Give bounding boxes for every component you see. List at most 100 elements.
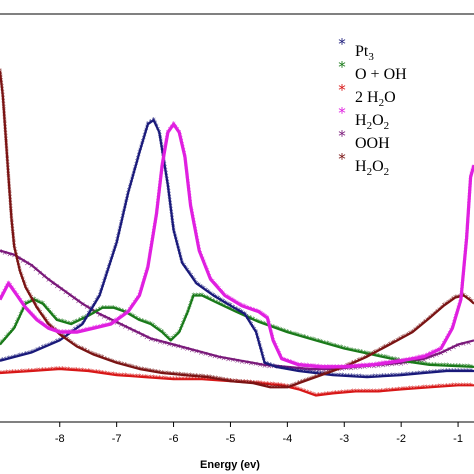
data-point: * bbox=[422, 384, 426, 393]
data-point: * bbox=[240, 308, 244, 317]
data-point: × bbox=[67, 292, 73, 300]
data-point: * bbox=[442, 302, 446, 311]
data-point: * bbox=[405, 385, 409, 394]
data-point: * bbox=[163, 143, 167, 152]
data-point: * bbox=[124, 310, 128, 319]
data-point: * bbox=[68, 337, 72, 346]
data-point: * bbox=[13, 246, 17, 255]
data-point: × bbox=[135, 329, 141, 337]
data-point: * bbox=[6, 167, 10, 176]
data-point: × bbox=[385, 361, 391, 369]
data-point: * bbox=[46, 320, 50, 329]
data-point: * bbox=[149, 367, 153, 376]
data-point: * bbox=[428, 369, 432, 378]
data-point: * bbox=[8, 282, 12, 291]
data-point: * bbox=[183, 156, 187, 165]
data-point: * bbox=[297, 379, 301, 388]
data-point: * bbox=[246, 315, 250, 324]
data-point: * bbox=[354, 362, 358, 371]
data-point: * bbox=[283, 364, 287, 373]
data-point: * bbox=[300, 378, 304, 387]
data-point: * bbox=[428, 350, 432, 359]
data-point: * bbox=[44, 343, 48, 352]
data-point: * bbox=[223, 292, 227, 301]
data-point: * bbox=[114, 317, 118, 326]
data-point: × bbox=[7, 250, 13, 258]
data-point: * bbox=[440, 304, 444, 313]
data-point: * bbox=[115, 305, 119, 314]
data-point: * bbox=[462, 265, 466, 274]
data-point: * bbox=[24, 283, 28, 292]
data-point: * bbox=[402, 356, 406, 365]
data-point: * bbox=[149, 242, 153, 251]
data-point: * bbox=[204, 286, 208, 295]
data-point: * bbox=[165, 131, 169, 140]
data-point: * bbox=[413, 354, 417, 363]
data-point: * bbox=[157, 189, 161, 198]
data-point: * bbox=[18, 352, 22, 361]
data-point: × bbox=[62, 288, 68, 296]
data-point: * bbox=[2, 106, 6, 115]
data-point: * bbox=[179, 253, 183, 262]
data-point: * bbox=[418, 322, 422, 331]
data-point: × bbox=[348, 364, 354, 372]
data-point: * bbox=[317, 337, 321, 346]
data-point: * bbox=[161, 158, 165, 167]
data-point: × bbox=[403, 359, 409, 367]
data-point: * bbox=[294, 360, 298, 369]
data-point: * bbox=[334, 342, 338, 351]
data-point: * bbox=[156, 325, 160, 334]
data-point: * bbox=[325, 340, 329, 349]
data-point: * bbox=[300, 367, 304, 376]
data-point: * bbox=[437, 306, 441, 315]
data-point: * bbox=[135, 373, 139, 382]
data-point: × bbox=[41, 273, 47, 281]
data-point: * bbox=[184, 375, 188, 384]
data-point: * bbox=[357, 348, 361, 357]
data-point: × bbox=[321, 366, 327, 374]
data-point: * bbox=[416, 359, 420, 368]
data-point: * bbox=[339, 344, 343, 353]
data-point: * bbox=[123, 204, 127, 213]
data-point: * bbox=[160, 167, 164, 176]
data-point: * bbox=[439, 345, 443, 354]
data-point: * bbox=[32, 299, 36, 308]
data-point: * bbox=[283, 383, 287, 392]
legend-entry: * Pt3 bbox=[338, 35, 374, 63]
data-point: × bbox=[416, 357, 422, 365]
data-point: * bbox=[95, 352, 99, 361]
data-point: * bbox=[52, 326, 56, 335]
data-point: * bbox=[269, 328, 273, 337]
data-point: * bbox=[328, 390, 332, 399]
data-point: * bbox=[182, 150, 186, 159]
data-point: * bbox=[27, 298, 31, 307]
data-point: * bbox=[78, 316, 82, 325]
data-point: * bbox=[163, 369, 167, 378]
legend-entry: * H2O2 bbox=[338, 150, 389, 178]
data-point: * bbox=[146, 260, 150, 269]
data-point: × bbox=[294, 365, 300, 373]
data-point: * bbox=[206, 376, 210, 385]
data-point: * bbox=[153, 119, 157, 128]
data-point: * bbox=[376, 387, 380, 396]
data-point: × bbox=[425, 354, 431, 362]
data-point: * bbox=[181, 320, 185, 329]
data-point: * bbox=[181, 375, 185, 384]
data-point: * bbox=[40, 311, 44, 320]
data-point: * bbox=[81, 327, 85, 336]
data-point: * bbox=[132, 363, 136, 372]
series-3: ****************************************… bbox=[0, 120, 474, 372]
data-point: * bbox=[143, 129, 147, 138]
data-point: * bbox=[149, 245, 153, 254]
data-point: * bbox=[197, 292, 201, 301]
data-point: * bbox=[167, 193, 171, 202]
data-point: * bbox=[305, 334, 309, 343]
data-point: * bbox=[419, 384, 423, 393]
data-point: * bbox=[420, 320, 424, 329]
data-point: * bbox=[322, 339, 326, 348]
data-point: * bbox=[265, 321, 269, 330]
data-point: * bbox=[0, 67, 2, 76]
data-point: * bbox=[141, 137, 145, 146]
data-point: * bbox=[190, 208, 194, 217]
data-point: * bbox=[200, 292, 204, 301]
